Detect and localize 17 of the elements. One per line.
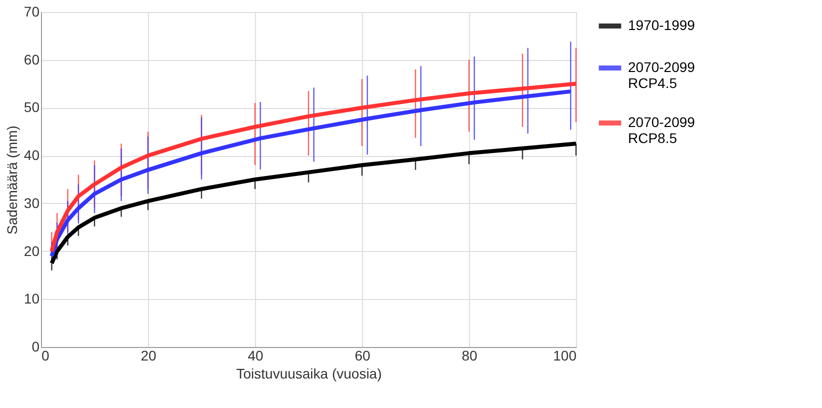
legend-label: 1970-1999 [628, 17, 696, 33]
y-tick-label: 50 [24, 99, 40, 116]
x-tick-label: 40 [248, 348, 264, 364]
y-tick-label: 10 [24, 290, 40, 307]
y-tick-label: 30 [24, 194, 40, 211]
y-tick-label: 40 [24, 147, 40, 164]
x-tick-label: 60 [354, 348, 370, 364]
x-tick-label: 100 [553, 348, 577, 364]
legend-label: 2070-2099 RCP4.5 [628, 59, 696, 91]
y-tick-label: 70 [24, 4, 40, 20]
y-tick-label: 60 [24, 51, 40, 68]
x-axis-title: Toistuvuusaika (vuosia) [236, 366, 382, 382]
x-tick-label: 80 [462, 348, 478, 364]
legend-label: 2070-2099 RCP8.5 [628, 114, 696, 146]
x-tick-label: 20 [140, 348, 156, 364]
y-axis-title: Sademäärä (mm) [4, 126, 20, 234]
y-tick-label: 20 [24, 242, 40, 259]
